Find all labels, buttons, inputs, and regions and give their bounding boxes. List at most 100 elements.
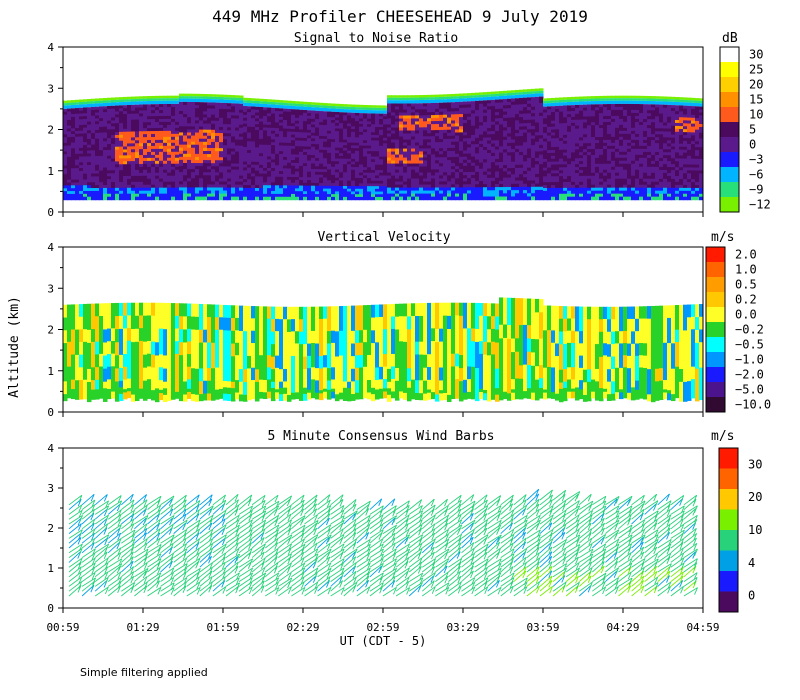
- snr-cell: [199, 126, 204, 131]
- snr-cell: [563, 152, 568, 157]
- snr-cell: [539, 135, 544, 140]
- snr-cell: [343, 161, 348, 165]
- snr-cell: [167, 106, 172, 111]
- snr-cell: [179, 159, 184, 164]
- snr-cell: [259, 176, 264, 180]
- snr-cell: [135, 96, 140, 99]
- snr-cell: [91, 138, 96, 143]
- snr-cell: [99, 179, 104, 183]
- snr-cell: [351, 115, 356, 119]
- snr-cell: [579, 104, 584, 109]
- snr-cell: [555, 117, 560, 122]
- snr-cell: [407, 163, 412, 168]
- snr-cell: [407, 154, 412, 159]
- snr-cell: [567, 193, 572, 198]
- snr-cell: [335, 128, 340, 132]
- snr-cell: [239, 139, 244, 144]
- snr-cell: [451, 138, 456, 143]
- snr-cell: [519, 145, 524, 150]
- snr-cell: [67, 122, 72, 127]
- snr-cell: [367, 153, 372, 158]
- snr-cell: [379, 194, 384, 198]
- snr-cell: [303, 135, 308, 139]
- snr-cell: [415, 145, 420, 150]
- snr-cell: [235, 145, 240, 150]
- snr-cell: [235, 169, 240, 174]
- snr-cell: [619, 106, 624, 111]
- snr-cell: [567, 111, 572, 115]
- snr-cell: [459, 93, 464, 97]
- snr-cell: [607, 175, 612, 180]
- snr-cell: [259, 118, 264, 123]
- snr-cell: [283, 193, 288, 198]
- snr-cell: [419, 121, 424, 125]
- snr-cell: [223, 136, 228, 140]
- snr-cell: [87, 153, 92, 157]
- snr-cell: [223, 181, 228, 186]
- snr-cell: [155, 169, 160, 174]
- snr-cell: [415, 196, 420, 201]
- snr-cell: [275, 119, 280, 123]
- snr-cell: [111, 164, 116, 168]
- snr-cell: [71, 191, 76, 195]
- snr-cell: [531, 103, 536, 108]
- snr-cell: [267, 99, 272, 102]
- snr-cell: [303, 138, 308, 142]
- snr-cell: [411, 193, 416, 198]
- snr-cell: [403, 133, 408, 138]
- snr-cell: [71, 196, 76, 201]
- snr-cell: [303, 171, 308, 176]
- snr-cell: [195, 114, 200, 118]
- snr-cell: [371, 186, 376, 190]
- snr-cell: [315, 177, 320, 181]
- snr-cell: [107, 120, 112, 125]
- snr-cell: [159, 104, 164, 108]
- snr-cell: [163, 175, 168, 180]
- snr-cell: [599, 184, 604, 189]
- snr-cell: [395, 133, 400, 138]
- snr-cell: [343, 185, 348, 190]
- snr-cell: [611, 118, 616, 123]
- snr-cell: [559, 161, 564, 166]
- snr-cell: [183, 108, 188, 112]
- snr-cell: [103, 144, 108, 148]
- snr-cell: [411, 130, 416, 135]
- snr-cell: [459, 126, 464, 130]
- snr-cell: [287, 151, 292, 155]
- snr-cell: [239, 169, 244, 174]
- snr-cell: [583, 104, 588, 109]
- snr-cell: [319, 133, 324, 137]
- snr-cell: [475, 165, 480, 170]
- snr-cell: [227, 172, 232, 177]
- snr-cell: [603, 175, 608, 180]
- snr-cell: [311, 127, 316, 131]
- snr-cell: [351, 191, 356, 195]
- snr-cell: [451, 166, 456, 170]
- snr-cell: [291, 168, 296, 172]
- snr-cell: [87, 115, 92, 120]
- snr-cell: [483, 168, 488, 173]
- snr-cell: [631, 163, 636, 168]
- snr-cell: [339, 112, 344, 116]
- snr-cell: [295, 146, 300, 150]
- snr-cell: [135, 158, 140, 162]
- snr-cell: [455, 126, 460, 131]
- snr-cell: [383, 196, 388, 201]
- snr-cell: [247, 176, 252, 180]
- snr-cell: [395, 169, 400, 174]
- snr-cell: [111, 100, 116, 103]
- snr-cell: [327, 188, 332, 192]
- snr-cell: [79, 168, 84, 172]
- snr-cell: [571, 128, 576, 133]
- snr-cell: [595, 163, 600, 168]
- snr-cell: [191, 129, 196, 134]
- snr-cell: [187, 114, 192, 118]
- snr-cell: [619, 112, 624, 117]
- snr-cell: [563, 155, 568, 160]
- snr-cell: [363, 132, 368, 136]
- snr-cell: [139, 166, 144, 171]
- snr-cell: [611, 100, 616, 104]
- snr-cell: [155, 133, 160, 138]
- snr-cell: [291, 185, 296, 189]
- snr-cell: [619, 154, 624, 159]
